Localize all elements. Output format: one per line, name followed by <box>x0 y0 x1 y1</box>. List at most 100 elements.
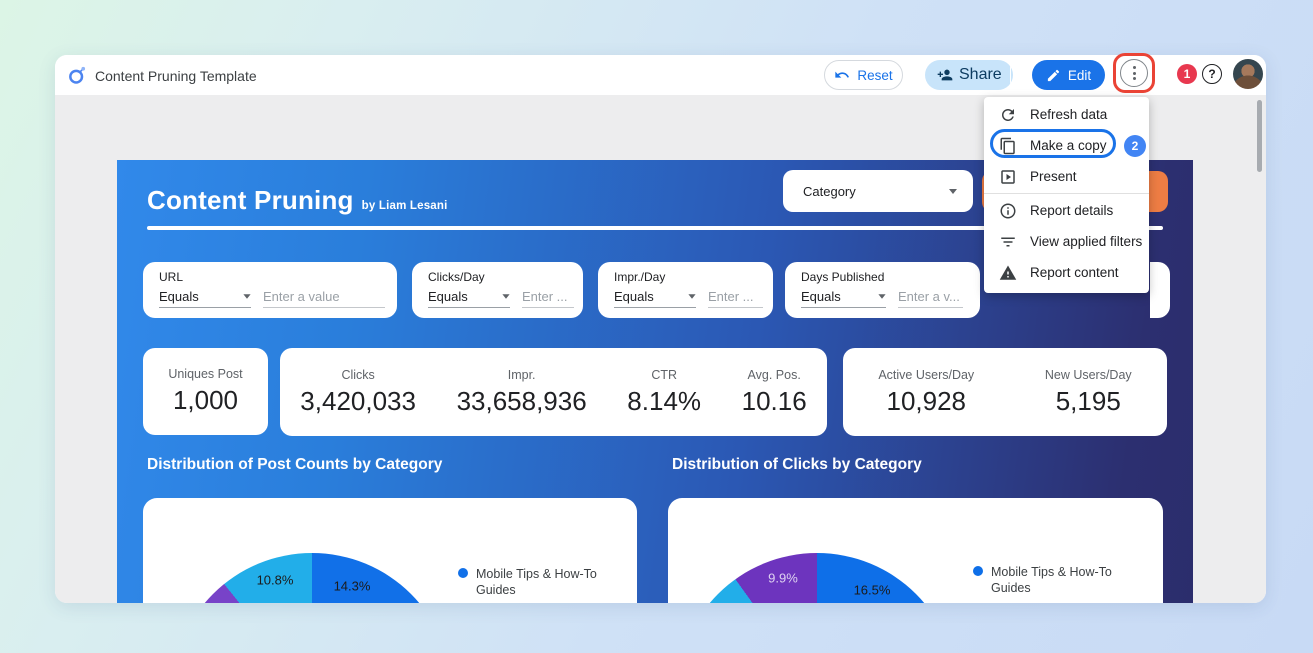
share-split-button: Share <box>925 60 1013 90</box>
menu-item-label: View applied filters <box>1030 234 1143 249</box>
legend-label: Mobile Tips & How-To Guides <box>991 565 1112 596</box>
menu-item-present[interactable]: Present <box>984 161 1149 192</box>
filter-value-input[interactable] <box>898 289 963 308</box>
header-underline <box>147 226 1163 230</box>
scorecard-uniques-post: Uniques Post 1,000 <box>143 348 268 435</box>
filter-value-input[interactable] <box>263 289 385 308</box>
share-options-caret-button[interactable] <box>1009 60 1013 90</box>
chevron-down-icon <box>878 294 886 299</box>
pie-slice-label: 14.3% <box>333 578 371 594</box>
chart-title-post-counts: Distribution of Post Counts by Category <box>147 456 443 473</box>
menu-divider <box>984 193 1149 194</box>
filter-control-clicks-day: Clicks/Day Equals <box>412 262 583 318</box>
scorecard-label: Uniques Post <box>168 367 243 381</box>
warning-icon <box>999 265 1017 280</box>
dashboard-title: Content Pruning by Liam Lesani <box>147 185 448 216</box>
share-button[interactable]: Share <box>925 60 1010 90</box>
annotation-blue-highlight <box>990 129 1116 158</box>
filter-control-url: URL Equals <box>143 262 397 318</box>
filter-operator-value: Equals <box>614 289 654 304</box>
help-button[interactable]: ? <box>1202 64 1222 84</box>
more-options-menu: Refresh data Make a copy Present Report … <box>984 97 1149 293</box>
legend-item: Mobile Tips & How-To Guides <box>458 566 628 599</box>
filter-value-input[interactable] <box>708 289 763 308</box>
legend-dot-icon <box>973 566 983 576</box>
filter-name: Days Published <box>801 270 885 284</box>
scorecard-label: Impr. <box>507 367 536 382</box>
scorecard-value: 8.14% <box>627 385 702 416</box>
app-window: Content Pruning Template Reset Share <box>55 55 1266 603</box>
category-dropdown[interactable]: Category <box>783 170 973 212</box>
filter-operator-select[interactable]: Equals <box>428 289 510 308</box>
chevron-down-icon <box>502 294 510 299</box>
pie-legend: Mobile Tips & How-To Guides Smartphone R… <box>973 564 1143 603</box>
legend-item: Smartphone Reviews <box>973 603 1143 604</box>
reset-button-label: Reset <box>857 67 893 83</box>
dashboard-title-text: Content Pruning <box>147 185 354 215</box>
filter-operator-value: Equals <box>428 289 468 304</box>
pie-slice-label: 10.8% <box>256 572 294 588</box>
scorecard-value: 10,928 <box>886 385 967 416</box>
filter-operator-select[interactable]: Equals <box>159 289 251 308</box>
scorecard-label: Avg. Pos. <box>747 367 801 382</box>
pie-legend: Mobile Tips & How-To Guides Mobile Gamin… <box>458 566 628 603</box>
legend-dot-icon <box>458 568 468 578</box>
scorecard-clicks: Clicks 3,420,033 <box>300 368 416 417</box>
menu-item-label: Refresh data <box>1030 107 1108 122</box>
scorecard-ctr: CTR 8.14% <box>627 368 701 417</box>
menu-item-label: Make a copy <box>1030 138 1107 153</box>
annotation-step-2-badge: 2 <box>1124 135 1146 157</box>
share-button-label: Share <box>959 66 1002 83</box>
filter-operator-select[interactable]: Equals <box>614 289 696 308</box>
scorecard-label: Clicks <box>341 367 375 382</box>
reset-button[interactable]: Reset <box>824 60 903 90</box>
filter-name: Clicks/Day <box>428 270 485 284</box>
scorecard-value: 10.16 <box>741 385 807 416</box>
pencil-icon <box>1047 69 1059 81</box>
pie-chart-post-counts-card: 10.8% 14.3% 11.7% Mobile Tips & How-To G… <box>143 498 637 603</box>
legend-item: Mobile Tips & How-To Guides <box>973 564 1143 597</box>
chart-title-clicks: Distribution of Clicks by Category <box>672 456 922 473</box>
dashboard-byline: by Liam Lesani <box>361 200 448 212</box>
scorecard-label: CTR <box>651 367 678 382</box>
scorecard-value: 33,658,936 <box>456 385 587 416</box>
filter-operator-value: Equals <box>159 289 199 304</box>
user-avatar[interactable] <box>1233 59 1263 89</box>
info-icon <box>1000 203 1016 218</box>
scorecard-impressions: Impr. 33,658,936 <box>457 368 587 417</box>
legend-label: Mobile Tips & How-To Guides <box>476 567 597 598</box>
pie-chart-post-counts[interactable] <box>172 553 452 603</box>
pie-chart-clicks[interactable] <box>677 553 957 603</box>
filter-name: Impr./Day <box>614 270 666 284</box>
filter-name: URL <box>159 270 184 284</box>
vertical-scrollbar[interactable] <box>1257 100 1262 172</box>
annotation-red-highlight <box>1113 53 1155 93</box>
pie-slice-label: 16.5% <box>853 582 891 598</box>
filter-value-input[interactable] <box>522 289 574 308</box>
chevron-down-icon <box>688 294 696 299</box>
scorecard-avg-pos: Avg. Pos. 10.16 <box>742 368 807 417</box>
scorecard-new-users: New Users/Day 5,195 <box>1045 368 1132 417</box>
filter-operator-value: Equals <box>801 289 841 304</box>
menu-item-report-details[interactable]: Report details <box>984 195 1149 226</box>
scorecard-active-users: Active Users/Day 10,928 <box>878 368 974 417</box>
refresh-icon <box>1002 108 1014 121</box>
pie-chart-clicks-card: 9.9% 16.5% 10.8% Mobile Tips & How-To Gu… <box>668 498 1163 603</box>
app-header-bar: Content Pruning Template Reset Share <box>55 55 1266 95</box>
menu-item-report-content[interactable]: Report content <box>984 257 1149 288</box>
scorecard-value: 5,195 <box>1055 385 1121 416</box>
menu-item-refresh-data[interactable]: Refresh data <box>984 99 1149 130</box>
edit-button[interactable]: Edit <box>1032 60 1105 90</box>
dashboard-canvas: Content Pruning by Liam Lesani Category U… <box>117 160 1193 603</box>
person-add-icon <box>937 69 953 81</box>
filter-control-impr-day: Impr./Day Equals <box>598 262 773 318</box>
scorecard-label: Active Users/Day <box>878 367 975 382</box>
filter-operator-select[interactable]: Equals <box>801 289 886 308</box>
menu-item-label: Report content <box>1030 265 1119 280</box>
scorecard-group-metrics: Clicks 3,420,033 Impr. 33,658,936 CTR 8.… <box>280 348 827 436</box>
scorecard-group-users: Active Users/Day 10,928 New Users/Day 5,… <box>843 348 1167 436</box>
chevron-down-icon <box>243 294 251 299</box>
scorecard-value: 3,420,033 <box>300 385 416 416</box>
menu-item-view-applied-filters[interactable]: View applied filters <box>984 226 1149 257</box>
